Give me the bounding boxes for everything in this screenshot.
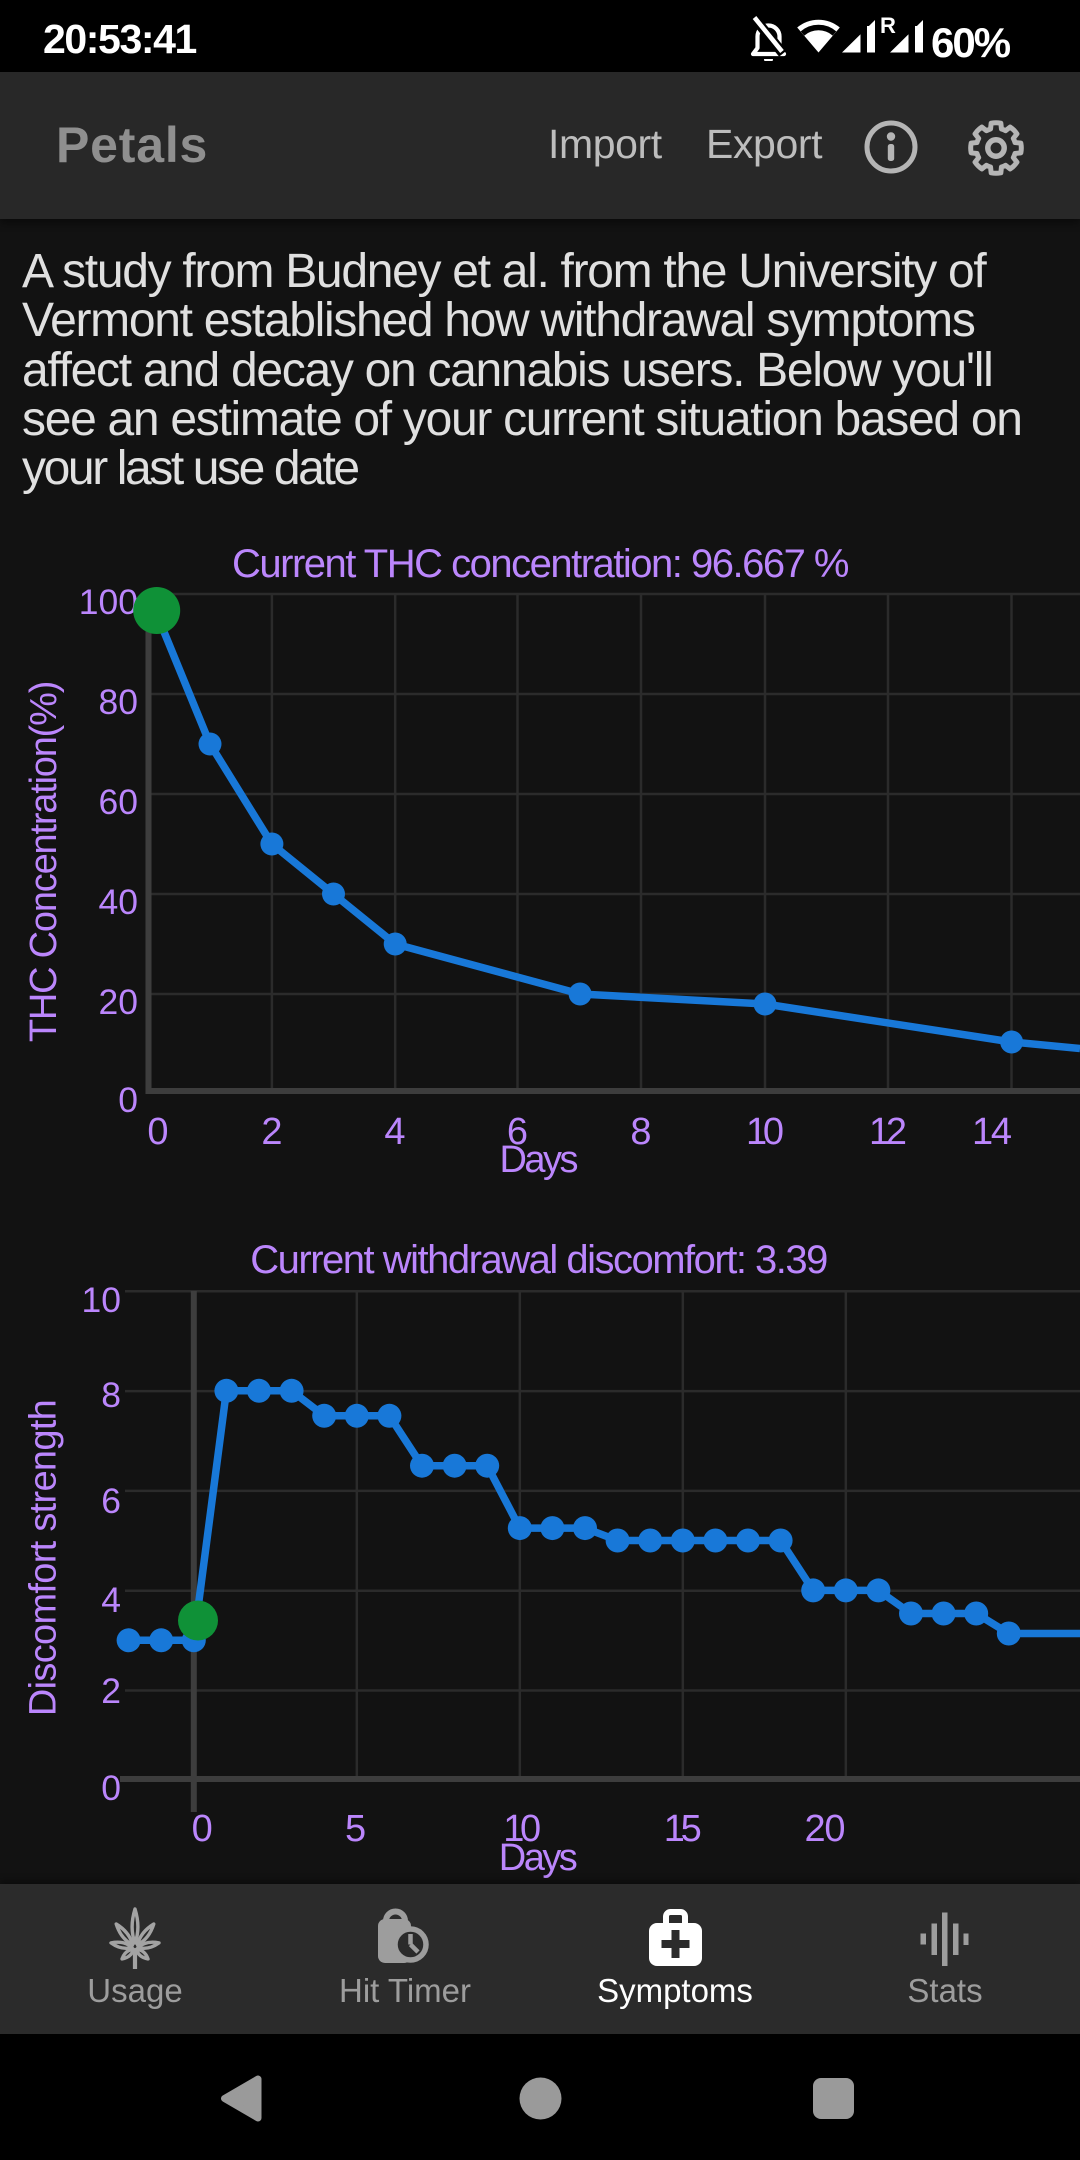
svg-text:15: 15 [664, 1808, 702, 1850]
svg-text:0: 0 [118, 1080, 138, 1120]
svg-text:10: 10 [82, 1280, 122, 1320]
svg-text:0: 0 [147, 1111, 168, 1153]
svg-text:20: 20 [805, 1808, 846, 1850]
svg-text:2: 2 [261, 1111, 282, 1153]
svg-text:10: 10 [746, 1111, 784, 1153]
svg-text:8: 8 [630, 1111, 651, 1153]
svg-text:Current THC concentration: 96.: Current THC concentration: 96.667 % [232, 542, 849, 586]
svg-text:80: 80 [99, 682, 139, 722]
svg-text:6: 6 [507, 1111, 528, 1153]
svg-text:8: 8 [101, 1375, 121, 1415]
svg-text:10: 10 [503, 1808, 541, 1850]
svg-text:0: 0 [192, 1808, 213, 1850]
svg-text:6: 6 [101, 1481, 121, 1521]
svg-text:60: 60 [99, 782, 139, 822]
svg-text:20: 20 [99, 982, 139, 1022]
svg-text:Days: Days [500, 1139, 579, 1181]
svg-text:Days: Days [499, 1837, 578, 1879]
svg-text:Current withdrawal discomfort:: Current withdrawal discomfort: 3.39 [250, 1238, 827, 1282]
svg-text:Discomfort strength: Discomfort strength [23, 1400, 65, 1716]
svg-text:100: 100 [79, 582, 138, 622]
svg-text:0: 0 [101, 1768, 121, 1808]
svg-text:12: 12 [869, 1111, 907, 1153]
svg-text:4: 4 [101, 1580, 121, 1620]
svg-text:THC Concentration(%): THC Concentration(%) [23, 682, 65, 1042]
svg-text:40: 40 [99, 882, 139, 922]
svg-text:5: 5 [345, 1808, 366, 1850]
svg-text:2: 2 [101, 1671, 121, 1711]
svg-text:4: 4 [384, 1111, 405, 1153]
svg-text:14: 14 [972, 1111, 1012, 1153]
